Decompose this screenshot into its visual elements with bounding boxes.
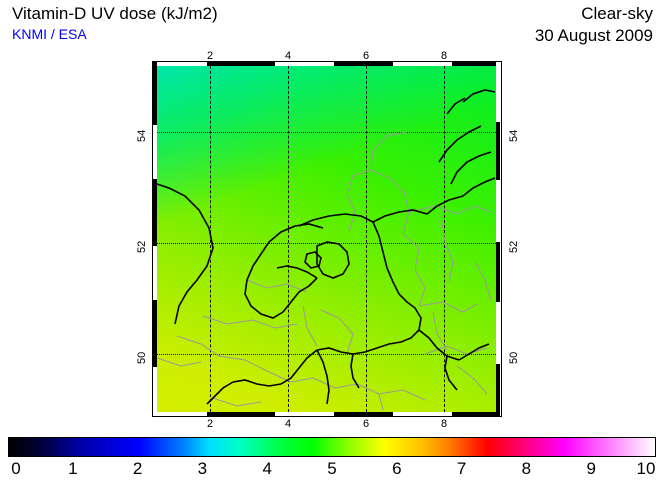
gridline-lon-4 bbox=[288, 66, 289, 412]
axis-band-seg bbox=[275, 412, 334, 416]
axis-band-seg bbox=[157, 412, 207, 416]
map-ytick-right-50: 50 bbox=[508, 351, 520, 364]
colorbar-tick-4: 4 bbox=[262, 459, 272, 478]
gridline-lat-54 bbox=[157, 132, 496, 133]
map-ytick-right-54: 54 bbox=[508, 129, 520, 142]
map-ytick-left-50: 50 bbox=[136, 351, 148, 364]
colorbar-tick-10: 10 bbox=[636, 459, 656, 478]
map-xtick-bottom-6: 6 bbox=[362, 418, 370, 430]
subnational-boundaries bbox=[157, 131, 492, 411]
map-xtick-top-8: 8 bbox=[440, 50, 448, 62]
map-xtick-top-6: 6 bbox=[362, 50, 370, 62]
axis-band-seg bbox=[393, 412, 452, 416]
axis-band-seg bbox=[393, 62, 452, 66]
map-xtick-bottom-8: 8 bbox=[440, 418, 448, 430]
uv-dose-map-plot[interactable] bbox=[157, 66, 496, 412]
axis-band-seg bbox=[153, 367, 157, 416]
gridline-lon-6 bbox=[366, 66, 367, 412]
colorbar-tick-5: 5 bbox=[327, 459, 337, 478]
map-xtick-bottom-2: 2 bbox=[206, 418, 214, 430]
colorbar-tick-0: 0 bbox=[11, 459, 21, 478]
coastline-and-national-borders bbox=[157, 89, 496, 405]
date-label: 30 August 2009 bbox=[534, 26, 653, 45]
axis-band-seg bbox=[496, 62, 500, 122]
map-xtick-top-2: 2 bbox=[206, 50, 214, 62]
axis-band-seg bbox=[153, 246, 157, 300]
colorbar[interactable] bbox=[8, 437, 656, 457]
axis-band-seg bbox=[496, 302, 500, 364]
axis-band-left bbox=[153, 62, 157, 416]
gridline-lat-50 bbox=[157, 354, 496, 355]
colorbar-tick-labels: 0 1 2 3 4 5 6 7 8 9 10 bbox=[0, 459, 665, 479]
axis-band-seg bbox=[275, 62, 334, 66]
colorbar-tick-8: 8 bbox=[521, 459, 532, 478]
map-ytick-left-54: 54 bbox=[136, 129, 148, 142]
axis-band-seg bbox=[153, 125, 157, 179]
colorbar-tick-6: 6 bbox=[392, 459, 402, 478]
colorbar-tick-1: 1 bbox=[68, 459, 78, 478]
map-xtick-top-4: 4 bbox=[284, 50, 292, 62]
map-ytick-right-52: 52 bbox=[508, 240, 520, 253]
sky-condition-label: Clear-sky bbox=[581, 4, 653, 23]
colorbar-tick-9: 9 bbox=[586, 459, 596, 478]
page-title: Vitamin-D UV dose (kJ/m2) bbox=[12, 4, 218, 23]
map-overlay bbox=[157, 89, 496, 411]
map-xtick-bottom-4: 4 bbox=[284, 418, 292, 430]
colorbar-tick-3: 3 bbox=[197, 459, 208, 478]
map-ytick-left-52: 52 bbox=[136, 240, 148, 253]
colorbar-tick-7: 7 bbox=[456, 459, 467, 478]
axis-band-seg bbox=[157, 62, 207, 66]
gridline-lat-52 bbox=[157, 243, 496, 244]
axis-band-seg bbox=[496, 180, 500, 242]
organisation-credit: KNMI / ESA bbox=[12, 26, 87, 42]
colorbar-tick-2: 2 bbox=[132, 459, 143, 478]
